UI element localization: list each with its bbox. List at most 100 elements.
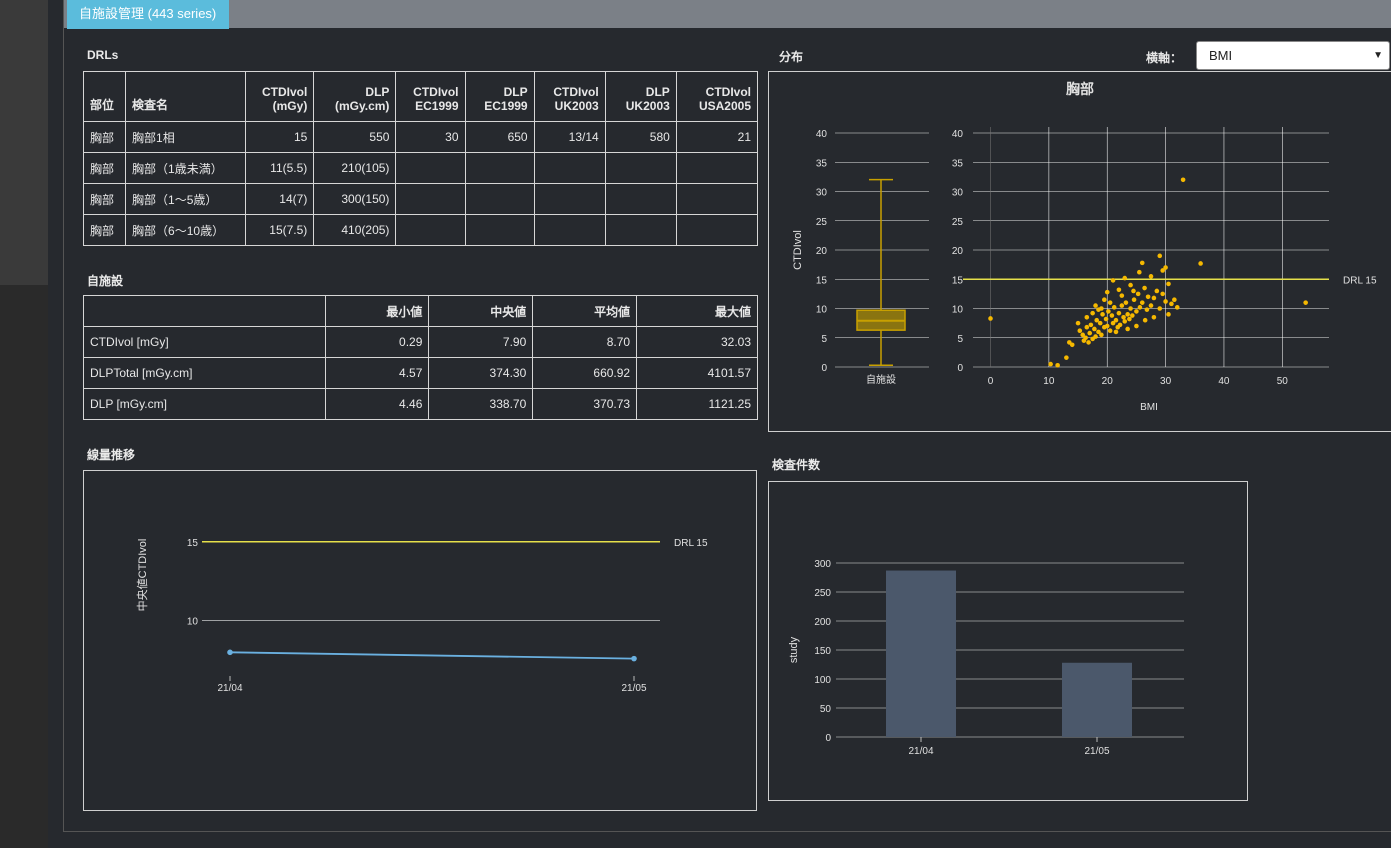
left-panel-background: [0, 285, 48, 848]
box-category-label: 自施設: [866, 373, 896, 386]
main-content: 自施設管理 (443 series) DRLs 部位 検査名 CTDIvol (mGy…: [63, 0, 1391, 832]
scatter-point: [1083, 335, 1088, 341]
drls-header-cell: CTDIvol (mGy): [245, 71, 315, 122]
trend-line: [229, 651, 635, 660]
scatter-point: [1102, 297, 1107, 303]
scatter-point: [1077, 328, 1083, 334]
table-cell: [533, 183, 606, 215]
scatter-point: [1135, 291, 1141, 297]
scatter-point: [1116, 310, 1122, 316]
drl-label: DRL 15: [1343, 275, 1377, 286]
table-cell: 胸部: [82, 183, 127, 215]
table-cell: 4.46: [324, 388, 430, 420]
scatter-point: [1093, 334, 1098, 339]
table-cell: [604, 183, 677, 215]
count-x-tick-label: 21/05: [1084, 746, 1109, 757]
trend-y-tick-label: 10: [187, 617, 199, 628]
x-axis-label: BMI: [1140, 402, 1158, 413]
scatter-y-tick-label: 20: [952, 246, 964, 257]
table-cell: 374.30: [428, 357, 534, 389]
scatter-point: [1142, 285, 1147, 291]
table-row: 胸部 胸部（6〜10歳） 15(7.5) 410(205): [82, 214, 759, 246]
scatter-point: [988, 316, 993, 321]
scatter-point: [1166, 281, 1171, 287]
scatter-point: [1151, 295, 1157, 301]
scatter-point: [1121, 314, 1126, 320]
scatter-point: [1086, 340, 1091, 345]
scatter-point: [1116, 287, 1122, 293]
scatter-point: [1174, 305, 1180, 310]
scatter-point: [1113, 317, 1119, 323]
scatter-point: [1087, 330, 1093, 336]
own-facility-header-cell: [83, 295, 326, 327]
scatter-point: [1157, 253, 1163, 259]
scatter-point: [1103, 316, 1109, 322]
scatter-point: [1154, 288, 1160, 294]
scatter-x-tick-label: 30: [1160, 376, 1172, 387]
table-cell: 580: [604, 121, 677, 153]
scatter-point: [1131, 297, 1137, 303]
drls-header-text: 検査名: [132, 98, 169, 112]
drls-header-cell: DLP (mGy.cm): [313, 71, 397, 122]
scatter-x-tick-label: 10: [1043, 376, 1055, 387]
table-cell: 胸部（6〜10歳）: [125, 214, 247, 246]
scatter-point: [1128, 282, 1133, 288]
table-cell: 15(7.5): [245, 214, 315, 246]
drls-header-text: CTDIvol: [553, 85, 599, 99]
count-bar: [1062, 662, 1132, 737]
scatter-point: [1160, 268, 1165, 273]
scatter-point: [1048, 361, 1053, 367]
y-axis-label: 中央値CTDIvol: [136, 539, 149, 612]
y-axis-label: CTDIvol: [792, 230, 804, 270]
drls-header-text: DLP: [365, 85, 390, 99]
scatter-point: [1123, 300, 1129, 305]
table-cell: 15: [245, 121, 315, 153]
count-y-tick-label: 200: [814, 617, 831, 628]
box-y-tick-label: 10: [816, 305, 828, 316]
drls-header-cell: CTDIvol EC1999: [395, 71, 466, 122]
scatter-point: [1119, 293, 1125, 298]
own-facility-header-cell: 最小値: [324, 295, 430, 327]
drls-header-text: DLP: [645, 85, 670, 99]
table-cell: 4.57: [324, 357, 430, 389]
table-cell: [464, 183, 535, 215]
own-facility-header-cell: 中央値: [428, 295, 534, 327]
drls-header-text: (mGy): [272, 99, 308, 113]
table-cell: 4101.57: [636, 357, 758, 389]
drls-header-text: 部位: [90, 98, 115, 112]
box-y-tick-label: 35: [816, 158, 828, 169]
box-y-tick-label: 20: [816, 246, 828, 257]
count-y-tick-label: 50: [820, 704, 832, 715]
table-cell: 胸部1相: [125, 121, 247, 153]
table-cell: 650: [464, 121, 535, 153]
x-axis-select[interactable]: BMI ▼: [1196, 41, 1390, 70]
scatter-point: [1122, 319, 1128, 324]
scatter-point: [1094, 317, 1100, 323]
box-y-tick-label: 15: [816, 275, 828, 286]
box-y-tick-label: 25: [816, 217, 828, 228]
table-cell: [464, 214, 535, 246]
count-bar: [886, 570, 956, 737]
trend-x-tick-label: 21/04: [217, 683, 242, 694]
table-cell: 30: [395, 121, 466, 153]
scatter-point: [1139, 300, 1145, 305]
scatter-point: [1100, 312, 1105, 317]
scatter-point: [1075, 320, 1081, 326]
scatter-point: [1134, 323, 1139, 329]
box-y-tick-label: 5: [821, 334, 827, 345]
scatter-point: [1125, 326, 1130, 332]
drls-title: DRLs: [87, 48, 119, 62]
scatter-point: [1111, 305, 1117, 310]
table-cell: 32.03: [636, 326, 758, 358]
table-cell: 0.29: [324, 326, 430, 358]
table-cell: 胸部（1〜5歳）: [125, 183, 247, 215]
drls-header-text: EC1999: [484, 99, 528, 113]
left-panel-strip: [0, 0, 48, 285]
distribution-panel: 胸部 CTDIvol 0 5 10 15 20 25 30 35 40 自施設 0 5 10 15 20 25 30…: [768, 71, 1391, 432]
tab-own-facility[interactable]: 自施設管理 (443 series): [67, 0, 229, 29]
scatter-point: [1055, 362, 1060, 368]
scatter-point: [1303, 300, 1308, 305]
scatter-point: [1131, 288, 1136, 294]
scatter-point: [1180, 177, 1186, 183]
scatter-point: [1148, 303, 1154, 308]
